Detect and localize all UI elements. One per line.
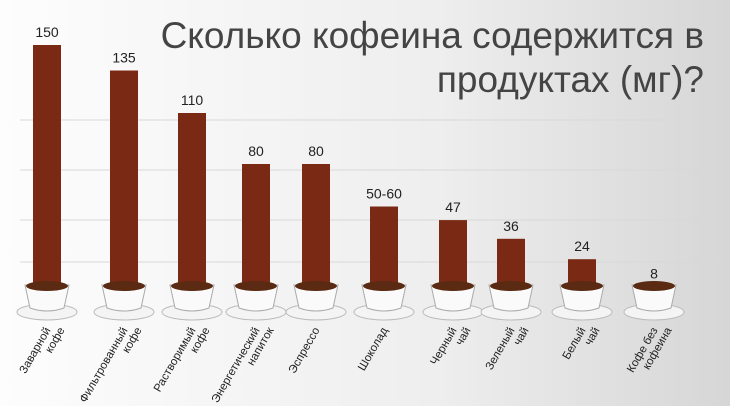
category-label: чай: [454, 326, 474, 348]
value-label: 150: [35, 24, 59, 40]
category-label: чай: [583, 326, 603, 348]
value-label: 80: [248, 143, 264, 159]
bar: [302, 164, 330, 300]
bar: [178, 113, 206, 300]
category-label: Эспрессо: [287, 326, 323, 376]
drink-icon: [633, 281, 675, 291]
value-label: 36: [503, 218, 519, 234]
category-label: чай: [512, 326, 532, 348]
value-label: 8: [650, 265, 658, 281]
drink-icon: [295, 281, 337, 291]
drink-icon: [561, 281, 603, 291]
cup-icon: [631, 284, 677, 312]
drink-icon: [235, 281, 277, 291]
drink-icon: [363, 281, 405, 291]
bar: [242, 164, 270, 300]
cup-icon: [101, 284, 147, 312]
cup-icon: [233, 284, 279, 312]
cup-icon: [169, 284, 215, 312]
category-label: Зеленый: [484, 326, 518, 373]
cup-icon: [293, 284, 339, 312]
cup-icon: [559, 284, 605, 312]
drink-icon: [432, 281, 474, 291]
cup-icon: [488, 284, 534, 312]
value-label: 50-60: [366, 186, 402, 202]
drink-icon: [171, 281, 213, 291]
value-label: 47: [445, 199, 461, 215]
cup-icon: [430, 284, 476, 312]
drink-icon: [26, 281, 68, 291]
value-label: 24: [574, 238, 590, 254]
value-label: 80: [308, 143, 324, 159]
drink-icon: [103, 281, 145, 291]
bar: [33, 45, 61, 300]
value-label: 110: [181, 92, 204, 108]
bar: [110, 70, 138, 300]
cup-icon: [361, 284, 407, 312]
chart-title: Сколько кофеина содержится в продуктах (…: [160, 15, 704, 100]
value-label: 135: [112, 50, 136, 66]
category-label: Шоколад: [356, 325, 391, 373]
category-label: Растворимый: [152, 326, 199, 395]
category-label: Черный: [428, 326, 459, 368]
category-label: Фильтрованный: [78, 326, 131, 405]
cup-icon: [24, 284, 70, 312]
drink-icon: [490, 281, 532, 291]
